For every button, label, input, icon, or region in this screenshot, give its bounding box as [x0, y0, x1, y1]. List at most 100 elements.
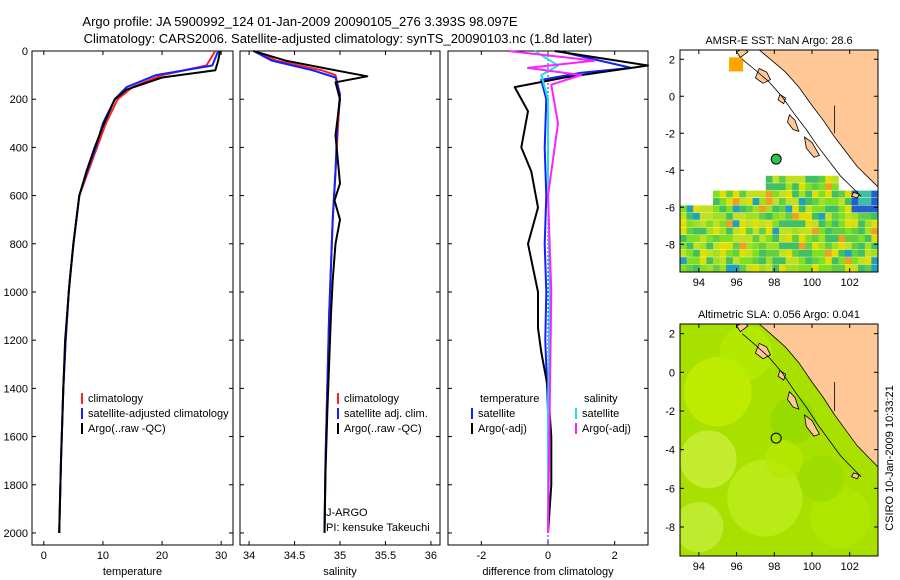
- sst-pixel: [719, 264, 727, 272]
- figure-title-line2: Climatology: CARS2006. Satellite-adjuste…: [84, 31, 593, 46]
- sst-pixel: [779, 190, 786, 198]
- sst-pixel: [792, 175, 800, 183]
- sst-pixel: [838, 264, 846, 272]
- sst-pixel: [825, 227, 833, 235]
- profile-panel-diff: -2 0 2 difference from climatology temperatu…: [447, 50, 649, 578]
- sst-pixel: [765, 190, 773, 198]
- land-island: [777, 369, 787, 381]
- sla-anomaly-blob: [719, 325, 773, 381]
- sst-pixel: [878, 205, 885, 212]
- y-tick-label: 1400: [4, 383, 28, 395]
- sst-pixel: [838, 249, 846, 257]
- sst-pixel: [825, 175, 833, 183]
- sst-pixel: [759, 227, 767, 235]
- sst-pixel: [864, 220, 872, 228]
- sst-pixel: [732, 220, 740, 228]
- sst-pixel: [858, 198, 866, 205]
- sst-pixel: [706, 205, 714, 213]
- sst-pixel: [746, 220, 753, 228]
- sst-pixel: [838, 220, 846, 228]
- plot-frame: [239, 50, 441, 546]
- map-panel-sla: Altimetric SLA: 0.056 Argo: 0.041 94 96 98 1…: [665, 309, 879, 573]
- annotation-pi: PI: kensuke Takeuchi: [326, 522, 430, 534]
- sst-pixel: [818, 183, 826, 191]
- sst-pixel: [838, 212, 846, 220]
- sst-pixel: [792, 220, 800, 228]
- sst-pixel: [746, 235, 753, 242]
- x-tick-label: 35.5: [375, 550, 396, 562]
- sst-pixel: [831, 205, 839, 213]
- sst-pixel: [871, 190, 878, 198]
- sst-pixel: [831, 249, 839, 257]
- sst-pixel: [713, 249, 720, 257]
- sst-pixel: [818, 242, 826, 250]
- sst-pixel: [798, 249, 806, 257]
- sst-pixel: [693, 257, 701, 265]
- sst-pixel: [825, 242, 833, 250]
- sla-anomaly-blob: [680, 430, 737, 489]
- sst-pixel: [805, 205, 813, 213]
- sst-pixel: [812, 220, 819, 228]
- sst-pixel: [818, 235, 826, 242]
- sst-pixel: [752, 227, 760, 235]
- sst-pixel: [878, 235, 885, 242]
- sst-pixel: [706, 220, 714, 228]
- sst-pixel: [818, 212, 826, 220]
- x-tick-label: 36: [425, 550, 437, 562]
- land-island: [851, 191, 860, 199]
- land-island: [736, 50, 749, 58]
- sst-pixel: [845, 220, 852, 228]
- sst-pixel: [878, 228, 885, 235]
- sst-pixel: [713, 190, 720, 198]
- sst-pixel: [699, 257, 707, 265]
- sst-pixel: [878, 242, 885, 249]
- depth-contour: [741, 58, 862, 197]
- sst-pixel: [765, 249, 773, 257]
- sst-pixel: [871, 257, 878, 265]
- sst-pixel: [713, 220, 720, 228]
- sst-pixel: [798, 190, 806, 198]
- sst-pixel: [706, 257, 714, 265]
- sst-pixel: [845, 249, 852, 257]
- sst-pixel: [706, 242, 714, 250]
- sst-pixel: [818, 198, 826, 205]
- sst-pixel: [759, 257, 767, 265]
- y-tick-label: -2: [665, 128, 675, 140]
- legend-label: Argo(-adj): [478, 423, 527, 435]
- sst-pixel: [871, 220, 878, 228]
- sst-pixel: [779, 264, 786, 272]
- x-tick-label: 98: [768, 277, 780, 289]
- sst-pixel: [785, 264, 793, 272]
- sst-pixel: [765, 212, 773, 220]
- sst-pixel: [680, 257, 687, 265]
- sst-pixel: [818, 220, 826, 228]
- sst-pixel: [805, 190, 813, 198]
- sst-pixel: [693, 205, 701, 213]
- sla-anomaly-blob: [798, 455, 845, 502]
- legend-label: satellite-adjusted climatology: [88, 408, 229, 420]
- sst-pixel: [746, 205, 753, 213]
- sst-pixel: [765, 264, 773, 272]
- series-line-salinity-satellite: [534, 50, 559, 533]
- sst-pixel: [805, 198, 813, 205]
- sst-pixel: [726, 220, 734, 228]
- sst-pixel: [726, 227, 734, 235]
- sst-pixel: [798, 227, 806, 235]
- sst-pixel: [765, 227, 773, 235]
- sst-pixel: [765, 220, 773, 228]
- sst-pixel: [739, 190, 747, 198]
- sst-pixel: [732, 227, 740, 235]
- legend-label: satellite: [582, 408, 619, 420]
- sst-pixel: [864, 242, 872, 250]
- sst-pixel: [759, 212, 767, 220]
- sst-pixel: [831, 190, 839, 198]
- x-tick-label: 20: [156, 550, 168, 562]
- sst-pixel: [792, 198, 800, 205]
- sst-pixel: [831, 220, 839, 228]
- sst-pixel: [812, 249, 819, 257]
- sst-pixel: [825, 190, 833, 198]
- sst-pixel: [858, 235, 866, 242]
- sst-pixel: [871, 242, 878, 250]
